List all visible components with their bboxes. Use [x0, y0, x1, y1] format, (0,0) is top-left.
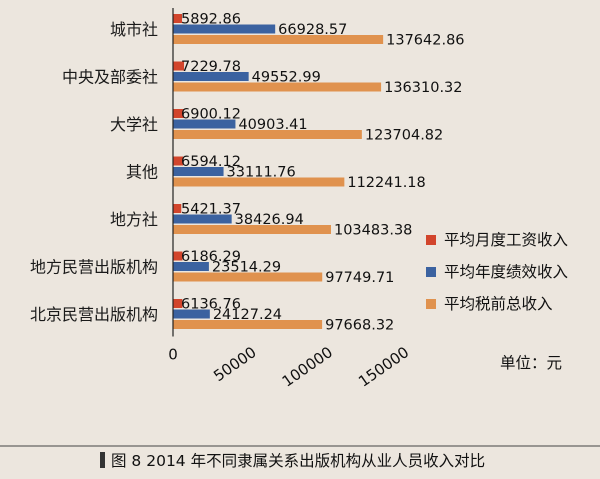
- bar-1-5: [173, 204, 182, 213]
- category-label-1: 城市社: [110, 20, 158, 39]
- bars-group: [173, 14, 384, 329]
- legend-label-3: 平均税前总收入: [444, 295, 553, 313]
- x-tick-label-4: 150000: [355, 343, 412, 391]
- value-label-1-5: 5421.37: [181, 202, 241, 218]
- value-label-1-2: 7229.78: [181, 59, 241, 75]
- x-tick-label-2: 50000: [210, 343, 259, 385]
- bar-2-6: [173, 262, 209, 271]
- category-label-6: 地方民营出版机构: [30, 258, 158, 277]
- category-label-7: 北京民营出版机构: [30, 305, 158, 324]
- legend-swatch-1: [426, 235, 436, 245]
- bar-1-4: [173, 156, 184, 166]
- bar-3-3: [173, 130, 362, 139]
- x-tick-labels-group: 0 50000 100000 150000: [168, 343, 412, 391]
- value-label-2-6: 23514.29: [212, 260, 281, 276]
- value-label-1-4: 6594.12: [181, 154, 241, 170]
- category-label-4: 其他: [126, 163, 158, 182]
- bar-3-4: [173, 177, 345, 187]
- bar-1-6: [173, 251, 183, 261]
- legend-swatch-3: [426, 299, 436, 309]
- legend-label-2: 平均年度绩效收入: [444, 263, 568, 281]
- value-label-3-5: 103483.38: [334, 223, 412, 239]
- value-label-3-2: 136310.32: [384, 80, 462, 96]
- bar-1-7: [173, 299, 183, 308]
- bar-1-3: [173, 109, 184, 118]
- figure-caption: 图 8 2014 年不同隶属关系出版机构从业人员收入对比: [111, 452, 485, 470]
- bar-1-2: [173, 61, 185, 71]
- value-label-2-5: 38426.94: [235, 212, 304, 228]
- unit-label: 单位：元: [500, 354, 562, 372]
- legend-swatch-2: [426, 267, 436, 277]
- value-label-3-7: 97668.32: [325, 318, 394, 334]
- value-label-2-2: 49552.99: [252, 70, 321, 86]
- bar-2-3: [173, 119, 236, 129]
- bar-2-7: [173, 309, 210, 319]
- bar-3-7: [173, 320, 323, 329]
- value-label-3-3: 123704.82: [365, 128, 443, 144]
- category-label-5: 地方社: [110, 210, 158, 229]
- x-tick-label-1: 0: [168, 346, 178, 364]
- value-label-1-3: 6900.12: [181, 107, 241, 123]
- value-label-2-1: 66928.57: [278, 22, 347, 38]
- bar-3-2: [173, 82, 382, 92]
- value-label-2-3: 40903.41: [238, 117, 307, 133]
- bar-3-1: [173, 35, 384, 44]
- category-label-2: 中央及部委社: [62, 68, 158, 87]
- value-label-3-4: 112241.18: [347, 175, 425, 191]
- value-label-1-1: 5892.86: [181, 12, 241, 28]
- value-label-3-1: 137642.86: [386, 33, 464, 49]
- bar-2-1: [173, 24, 276, 34]
- legend-label-1: 平均月度工资收入: [444, 231, 568, 249]
- value-label-2-4: 33111.76: [227, 165, 296, 181]
- value-label-2-7: 24127.24: [213, 307, 282, 323]
- value-label-3-6: 97749.71: [325, 270, 394, 286]
- value-label-1-6: 6186.29: [181, 249, 241, 265]
- bar-2-2: [173, 72, 249, 81]
- bar-3-6: [173, 272, 323, 282]
- bar-1-1: [173, 14, 182, 23]
- value-label-1-7: 6136.76: [181, 297, 241, 313]
- value-labels-group: 5892.86 66928.57 137642.86 7229.78 49552.99 1…: [181, 12, 465, 334]
- x-tick-label-3: 100000: [279, 343, 336, 391]
- bar-2-5: [173, 214, 232, 224]
- bar-2-4: [173, 167, 224, 176]
- bar-3-5: [173, 225, 331, 234]
- category-label-3: 大学社: [110, 115, 158, 134]
- caption-marker: [100, 452, 105, 468]
